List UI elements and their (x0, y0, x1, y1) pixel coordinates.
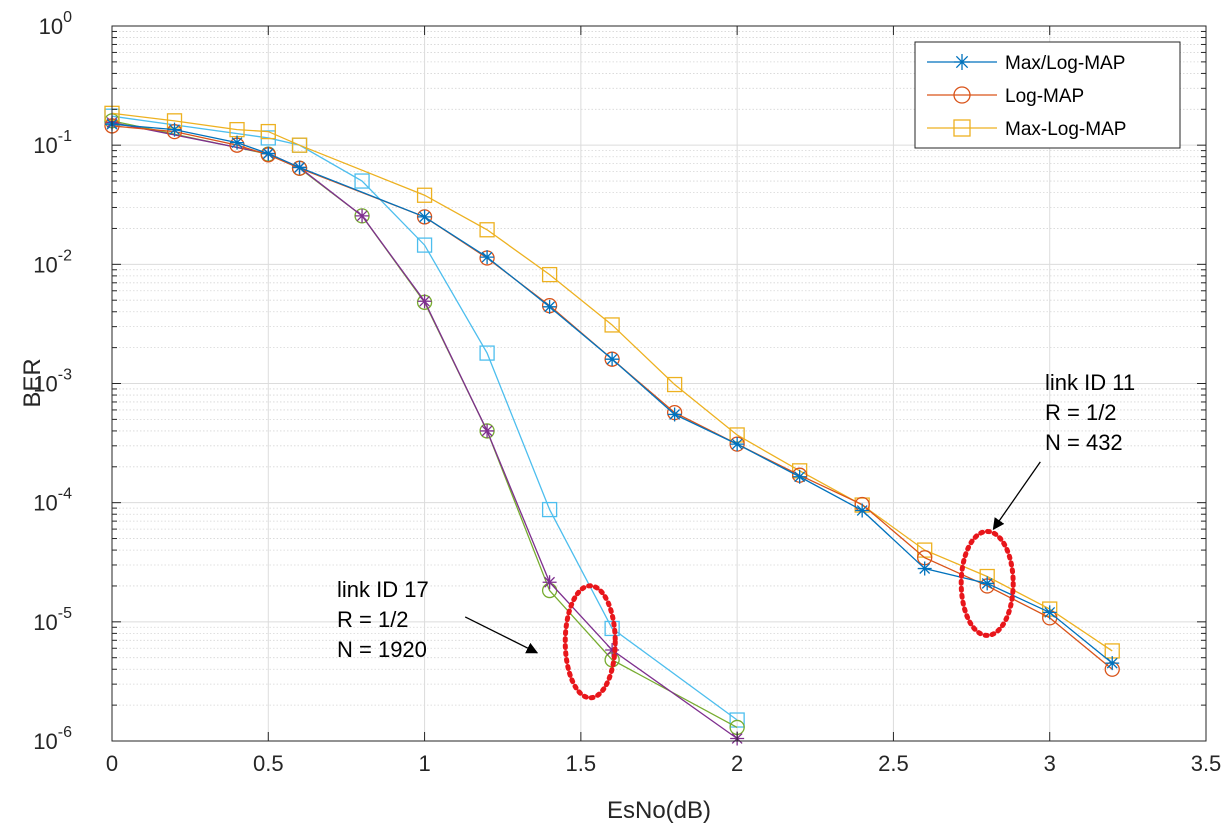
annotation-text-line: R = 1/2 (337, 607, 409, 632)
y-tick-label: 10-1 (33, 128, 72, 158)
star-marker (1105, 656, 1120, 671)
legend: Max/Log-MAP Log-MAP Max-Log-MAP (914, 41, 1181, 149)
star-marker (542, 299, 557, 314)
legend-item: Max-Log-MAP (927, 119, 1126, 140)
square-marker (541, 266, 558, 283)
star-marker (480, 423, 495, 438)
y-tick-exponent: -2 (58, 247, 72, 264)
annotation-link11: link ID 11 R = 1/2 N = 432 (958, 370, 1135, 638)
y-tick-exponent: -5 (58, 605, 72, 622)
legend-label: Max/Log-MAP (1005, 53, 1125, 74)
x-tick-label: 0.5 (253, 751, 284, 776)
square-marker (604, 620, 620, 637)
y-tick-exponent: -1 (58, 128, 72, 145)
star-marker (980, 576, 995, 591)
annotation-text-line: R = 1/2 (1045, 400, 1117, 425)
legend-label: Max-Log-MAP (1005, 119, 1126, 140)
square-marker (604, 317, 620, 333)
legend-item: Max/Log-MAP (927, 53, 1125, 74)
square-marker (666, 376, 683, 393)
star-marker (417, 294, 432, 309)
y-tick-label: 10-6 (33, 724, 72, 754)
highlight-ellipse (562, 583, 618, 701)
square-marker (416, 237, 433, 253)
annotation-text-line: N = 1920 (337, 637, 427, 662)
star-marker (667, 407, 682, 422)
star-marker (355, 208, 370, 223)
star-marker (730, 437, 745, 452)
y-tick-exponent: -4 (58, 486, 72, 503)
star-marker (542, 575, 557, 590)
annotation-layer: link ID 11 R = 1/2 N = 432 link ID 17 R = 1/… (337, 370, 1135, 701)
square-marker (479, 345, 495, 361)
star-marker (261, 146, 276, 161)
x-axis-label: EsNo(dB) (607, 797, 711, 824)
star-marker (292, 160, 307, 175)
star-marker (417, 209, 432, 224)
square-marker (479, 222, 495, 238)
y-axis-label: BER (19, 358, 46, 407)
x-tick-label: 0 (106, 751, 118, 776)
annotation-arrow (464, 616, 539, 654)
star-marker (230, 135, 245, 150)
annotation-arrow (992, 461, 1041, 531)
x-tick-label: 1 (418, 751, 430, 776)
square-marker (541, 501, 558, 518)
x-tick-label: 1.5 (566, 751, 597, 776)
star-marker (605, 352, 620, 367)
square-marker (260, 123, 276, 140)
legend-label: Log-MAP (1005, 86, 1084, 107)
square-marker (416, 187, 433, 203)
star-marker (167, 122, 182, 137)
x-tick-label: 2.5 (878, 751, 909, 776)
y-tick-label: 100 (39, 9, 72, 39)
annotation-link17: link ID 17 R = 1/2 N = 1920 (337, 577, 618, 701)
square-marker (291, 137, 308, 153)
square-marker (354, 173, 370, 189)
circle-marker (953, 86, 971, 104)
x-tick-label: 3.5 (1191, 751, 1222, 776)
highlight-ellipse (958, 528, 1016, 638)
y-tick-label: 10-2 (33, 247, 72, 277)
annotation-text-line: link ID 17 (337, 577, 429, 602)
y-tick-exponent: -6 (58, 724, 72, 741)
series-line (111, 115, 738, 721)
star-marker (480, 250, 495, 265)
star-marker (855, 503, 870, 518)
y-tick-exponent: 0 (63, 9, 72, 26)
star-marker (917, 561, 932, 576)
star-marker (792, 469, 807, 484)
x-tick-labels: 0 0.5 1 1.5 2 2.5 3 3.5 (106, 751, 1221, 776)
annotation-text-line: N = 432 (1045, 430, 1123, 455)
y-tick-exponent: -3 (58, 367, 72, 384)
series-link-id-17-max-log-map (104, 108, 745, 728)
minor-grid (112, 31, 1206, 706)
legend-item: Log-MAP (927, 86, 1084, 107)
square-marker (953, 119, 971, 137)
y-tick-label: 10-4 (33, 486, 72, 516)
y-tick-label: 10-5 (33, 605, 72, 635)
tick-layer (111, 25, 1207, 742)
annotation-text-line: link ID 11 (1045, 370, 1135, 395)
star-marker (1042, 605, 1057, 620)
x-tick-label: 3 (1044, 751, 1056, 776)
star-marker (605, 643, 620, 658)
x-tick-label: 2 (731, 751, 743, 776)
series-line (111, 112, 1113, 652)
star-marker (954, 54, 970, 70)
